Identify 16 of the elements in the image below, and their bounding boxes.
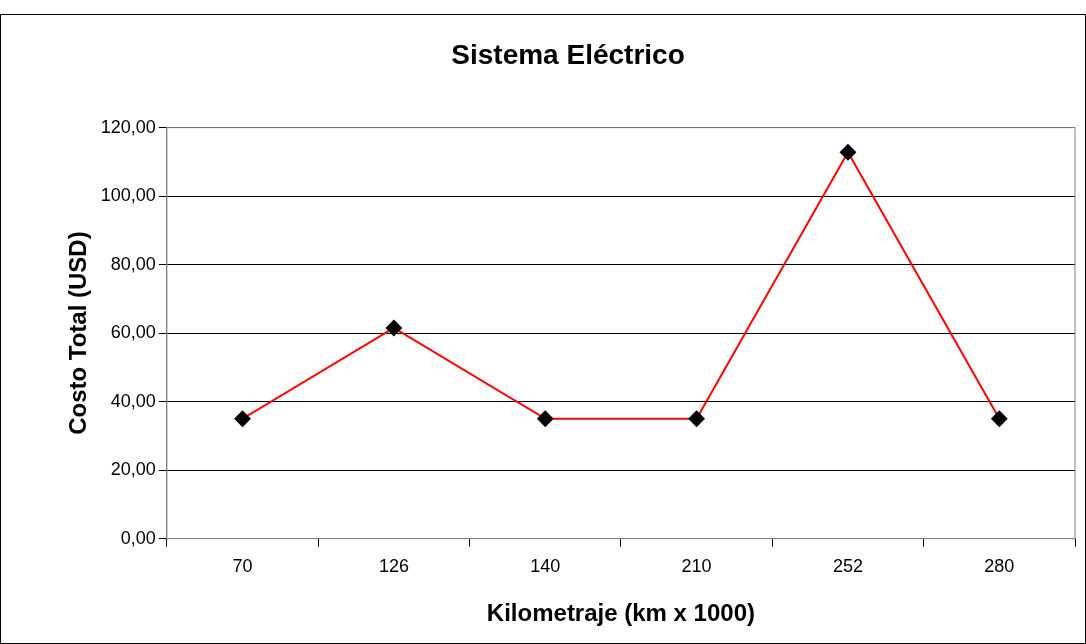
y-tick-label: 100,00 [100, 185, 156, 206]
x-axis-title: Kilometraje (km x 1000) [486, 599, 755, 627]
x-tick-label: 210 [681, 556, 712, 577]
x-tick-label: 70 [232, 556, 253, 577]
x-tick-label: 140 [530, 556, 561, 577]
x-tick-label: 252 [832, 556, 863, 577]
x-tick-label: 280 [984, 556, 1015, 577]
y-tick-label: 0,00 [120, 527, 156, 548]
x-tick-label: 126 [378, 556, 409, 577]
y-tick-label: 40,00 [110, 390, 156, 411]
y-tick-label: 60,00 [110, 322, 156, 343]
y-tick-label: 80,00 [110, 253, 156, 274]
chart-title: Sistema Eléctrico [451, 38, 685, 70]
y-axis-title: Costo Total (USD) [64, 231, 92, 435]
y-tick-label: 20,00 [110, 459, 156, 480]
y-tick-label: 120,00 [100, 116, 156, 137]
